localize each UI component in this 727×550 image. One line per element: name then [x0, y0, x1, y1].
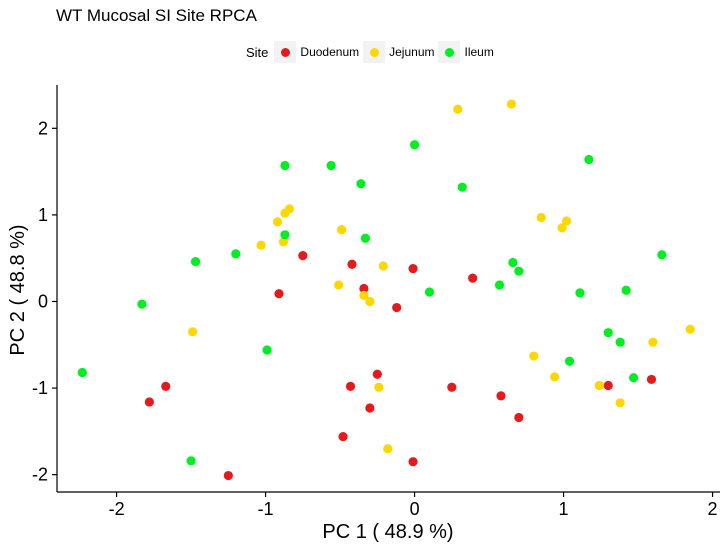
y-tick-label: 2 — [38, 118, 48, 138]
data-point-ileum — [457, 182, 467, 192]
data-point-ileum — [360, 233, 371, 243]
data-point-jejunum — [278, 237, 289, 247]
legend-dot-ileum — [444, 47, 454, 57]
data-point-duodenum — [372, 369, 382, 379]
data-point-ileum — [494, 280, 505, 290]
x-tick-label: 1 — [559, 499, 569, 519]
x-tick-label: -2 — [109, 499, 125, 519]
data-point-duodenum — [223, 470, 233, 481]
legend-label-ileum: Ileum — [464, 45, 494, 59]
legend-item-duodenum: Duodenum — [274, 41, 359, 63]
data-point-jejunum — [365, 296, 375, 307]
data-point-ileum — [603, 328, 613, 338]
legend-key — [274, 41, 297, 63]
axes: -2 -1 0 1 2 -2 -1 0 1 2 — [32, 85, 720, 519]
data-point-jejunum — [536, 212, 546, 223]
data-point-duodenum — [646, 374, 657, 385]
data-point-jejunum — [594, 380, 604, 391]
data-point-ileum — [508, 257, 518, 268]
data-point-ileum — [409, 140, 420, 150]
data-point-jejunum — [685, 324, 695, 334]
x-axis-title: PC 1 ( 48.9 %) — [322, 521, 453, 543]
data-point-duodenum — [298, 250, 308, 261]
legend-dot-jejunum — [369, 47, 379, 57]
legend-dot-duodenum — [280, 47, 290, 57]
data-point-ileum — [514, 266, 524, 276]
data-point-duodenum — [144, 397, 154, 407]
data-point-ileum — [326, 160, 336, 171]
legend-title: Site — [246, 44, 269, 60]
data-point-duodenum — [338, 431, 348, 442]
data-point-ileum — [575, 288, 585, 298]
data-point-jejunum — [256, 240, 266, 250]
data-point-ileum — [628, 373, 639, 383]
data-point-jejunum — [383, 444, 393, 454]
data-point-ileum — [262, 345, 272, 355]
data-point-ileum — [621, 285, 631, 295]
data-point-duodenum — [408, 457, 418, 467]
chart-title: WT Mucosal SI Site RPCA — [56, 6, 257, 25]
data-point-duodenum — [447, 382, 457, 392]
data-point-ileum — [584, 154, 594, 165]
data-point-duodenum — [408, 263, 418, 274]
legend-item-ileum: Ileum — [438, 41, 494, 63]
y-axis-title: PC 2 ( 48.8 %) — [7, 224, 29, 355]
data-point-jejunum — [284, 204, 295, 214]
x-tick-label: 2 — [708, 499, 718, 519]
data-point-ileum — [615, 337, 625, 347]
data-point-jejunum — [378, 261, 388, 271]
data-point-ileum — [190, 257, 201, 267]
data-point-ileum — [231, 249, 241, 259]
data-point-jejunum — [336, 225, 347, 235]
data-point-duodenum — [514, 412, 524, 423]
data-point-ileum — [356, 179, 366, 189]
data-point-duodenum — [274, 289, 284, 299]
legend-item-jejunum: Jejunum — [363, 41, 434, 63]
x-tick-label: 0 — [410, 499, 420, 519]
y-tick-label: -1 — [32, 378, 48, 398]
data-point-jejunum — [557, 223, 567, 233]
data-point-jejunum — [529, 351, 539, 361]
data-point-jejunum — [550, 372, 560, 382]
data-point-jejunum — [272, 217, 283, 227]
data-points — [77, 99, 695, 481]
data-point-ileum — [424, 287, 435, 297]
data-point-jejunum — [506, 99, 517, 109]
legend-key — [363, 41, 386, 63]
legend-key — [438, 41, 461, 63]
data-point-jejunum — [187, 327, 198, 337]
data-point-duodenum — [468, 273, 478, 283]
data-point-jejunum — [453, 104, 463, 114]
data-point-ileum — [280, 230, 290, 240]
data-point-duodenum — [365, 403, 375, 413]
data-point-duodenum — [392, 302, 402, 313]
data-point-jejunum — [648, 337, 658, 347]
data-point-duodenum — [161, 381, 171, 391]
data-point-jejunum — [374, 382, 384, 392]
y-tick-label: 1 — [38, 205, 48, 225]
data-point-ileum — [657, 250, 667, 260]
data-point-duodenum — [345, 381, 356, 391]
data-point-jejunum — [359, 290, 369, 301]
data-point-jejunum — [615, 398, 625, 408]
data-point-ileum — [280, 160, 290, 171]
y-tick-label: 0 — [38, 291, 48, 311]
data-point-duodenum — [496, 391, 506, 401]
y-tick-label: -2 — [32, 465, 48, 485]
data-point-jejunum — [561, 216, 572, 226]
legend-label-duodenum: Duodenum — [300, 45, 360, 59]
data-point-ileum — [77, 367, 87, 378]
legend-label-jejunum: Jejunum — [389, 45, 435, 59]
data-point-duodenum — [603, 380, 613, 391]
data-point-ileum — [137, 299, 147, 309]
data-point-duodenum — [347, 259, 357, 269]
x-tick-label: -1 — [258, 499, 274, 519]
data-point-ileum — [564, 356, 575, 366]
data-point-ileum — [186, 456, 196, 466]
data-point-duodenum — [359, 283, 369, 294]
legend: Site Duodenum Jejunum Ileum — [246, 40, 498, 64]
data-point-jejunum — [333, 280, 344, 290]
